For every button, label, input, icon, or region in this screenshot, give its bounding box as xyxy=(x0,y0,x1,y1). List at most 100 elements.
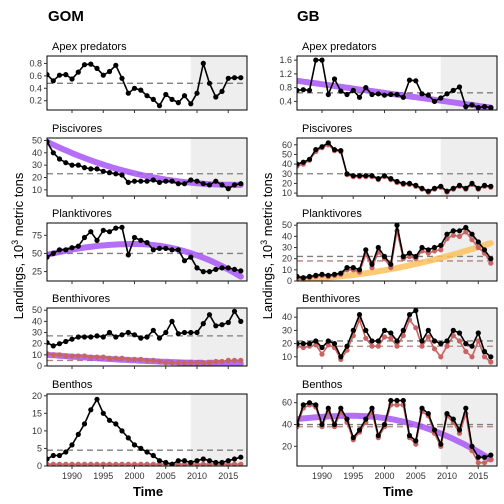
total-landings-point xyxy=(88,166,94,172)
total-landings-point xyxy=(131,234,138,241)
total-landings-point xyxy=(194,265,200,271)
total-landings-point xyxy=(488,183,494,189)
total-landings-point xyxy=(69,442,75,448)
y-tick-label: 20 xyxy=(32,172,42,182)
total-landings-point xyxy=(388,397,394,404)
total-landings-point xyxy=(81,234,88,241)
total-landings-point xyxy=(488,354,494,360)
total-landings-point xyxy=(381,421,388,428)
y-tick-label: 40 xyxy=(32,148,42,158)
panel-frame xyxy=(46,55,248,111)
total-landings-point xyxy=(138,335,144,341)
commercial-landings-point xyxy=(238,357,244,363)
plot-area xyxy=(47,138,247,192)
total-landings-point xyxy=(319,344,325,351)
total-landings-point xyxy=(469,180,475,186)
commercial-landings-point xyxy=(75,353,81,359)
total-landings-point xyxy=(456,330,463,336)
total-landings-point xyxy=(444,338,450,344)
total-landings-point xyxy=(106,229,113,235)
total-landings-point xyxy=(325,140,331,146)
y-tick-label: 40 xyxy=(32,316,42,326)
total-landings-point xyxy=(225,458,231,464)
y-tick-label: 10 xyxy=(282,352,292,362)
total-landings-point xyxy=(469,102,475,108)
total-landings-point xyxy=(331,271,338,277)
total-landings-point xyxy=(331,76,338,82)
y-tick-label: 40 xyxy=(282,312,292,322)
total-landings-point xyxy=(50,452,56,459)
commercial-landings-point xyxy=(206,360,213,366)
y-tick-label: 0 xyxy=(37,461,42,471)
total-landings-point xyxy=(325,272,331,278)
total-landings-point xyxy=(313,338,319,344)
y-tick-label: 0.2 xyxy=(29,96,42,106)
total-landings-point xyxy=(131,442,138,448)
commercial-landings-point xyxy=(50,352,56,358)
panel-gb-benthivores: Benthivores 10 20 30 40 xyxy=(282,293,498,369)
total-landings-point xyxy=(169,461,175,466)
commercial-landings-point xyxy=(363,335,369,341)
total-landings-point xyxy=(356,267,363,273)
plot-area xyxy=(47,396,247,466)
total-landings-point xyxy=(63,72,69,78)
total-landings-point xyxy=(138,237,144,243)
total-landings-point xyxy=(406,180,413,186)
total-landings-point xyxy=(231,266,238,272)
commercial-landings-point xyxy=(488,359,494,365)
total-landings-point xyxy=(156,335,163,341)
column-title-gom: GOM xyxy=(48,8,84,25)
commercial-landings-point xyxy=(388,335,394,341)
total-landings-point xyxy=(319,144,325,150)
total-landings-point xyxy=(338,88,344,94)
total-landings-point xyxy=(381,92,388,98)
total-landings-point xyxy=(381,173,388,179)
panel-title: Piscivores xyxy=(52,123,103,135)
total-landings-point xyxy=(219,459,225,466)
total-landings-point xyxy=(313,147,319,153)
total-landings-point xyxy=(100,334,106,340)
total-landings-point xyxy=(47,139,50,145)
commercial-landings-point xyxy=(394,343,400,349)
total-landings-point xyxy=(56,452,63,459)
total-landings-point xyxy=(406,432,413,439)
total-landings-point xyxy=(231,75,238,81)
commercial-landings-point xyxy=(200,461,206,466)
commercial-landings-point xyxy=(69,353,75,359)
total-landings-point xyxy=(325,405,331,411)
panel-title: Benthos xyxy=(302,379,343,391)
panel-frame xyxy=(296,55,498,111)
plot-area xyxy=(47,308,247,366)
commercial-landings-point xyxy=(125,461,131,466)
total-landings-point xyxy=(200,60,206,66)
commercial-landings-point xyxy=(300,344,306,351)
panel-frame xyxy=(296,393,498,467)
total-landings-point xyxy=(69,336,75,342)
total-landings-point xyxy=(375,176,381,182)
total-landings-point xyxy=(188,101,194,107)
total-landings-point xyxy=(50,250,56,256)
y-tick-label: 30 xyxy=(282,169,292,179)
y-tick-label: 20 xyxy=(282,178,292,188)
recent-period-shade xyxy=(190,394,247,466)
commercial-landings-point xyxy=(150,461,156,466)
total-landings-point xyxy=(156,458,163,464)
panel-grid: Apex predators0.20.40.60.8Piscivores1020… xyxy=(29,41,498,481)
panel-frame xyxy=(296,137,498,197)
commercial-landings-point xyxy=(488,260,494,266)
total-landings-point xyxy=(469,231,475,237)
total-landings-point xyxy=(81,62,88,68)
total-landings-point xyxy=(156,245,163,251)
commercial-landings-point xyxy=(438,247,444,253)
total-landings-point xyxy=(313,272,319,278)
total-landings-point xyxy=(475,330,481,336)
total-landings-point xyxy=(306,273,313,280)
total-landings-point xyxy=(69,162,75,168)
panel-title: Apex predators xyxy=(52,41,127,53)
total-landings-point xyxy=(331,147,338,153)
total-landings-point xyxy=(456,228,463,234)
total-landings-point xyxy=(488,256,494,262)
total-landings-point xyxy=(463,224,469,231)
total-landings-point xyxy=(338,270,344,276)
y-axis-title-right: Landings, 103 metric tons xyxy=(259,172,275,319)
